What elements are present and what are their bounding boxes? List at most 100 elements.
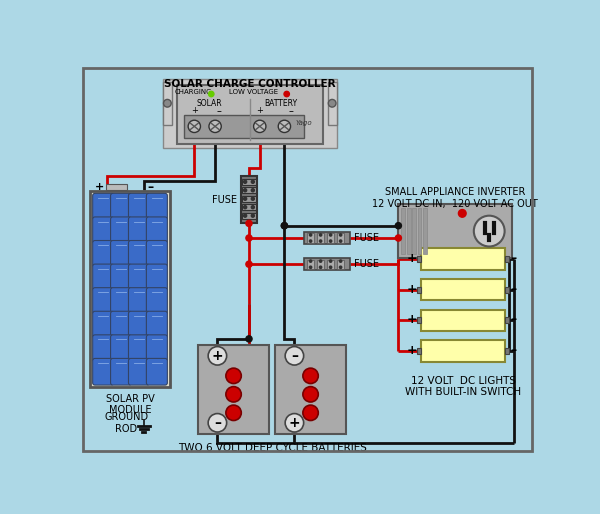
FancyBboxPatch shape [92,311,113,338]
Circle shape [303,368,318,383]
Bar [242,187,256,193]
FancyBboxPatch shape [110,335,131,361]
Text: FUSE: FUSE [354,259,379,269]
FancyBboxPatch shape [146,311,167,338]
Circle shape [246,261,252,267]
Bar [176,85,323,144]
Text: 12 VOLT  DC LIGHTS
WITH BUILT-IN SWITCH: 12 VOLT DC LIGHTS WITH BUILT-IN SWITCH [405,376,521,397]
Circle shape [458,210,466,217]
Bar [505,286,509,292]
FancyBboxPatch shape [110,241,131,267]
FancyBboxPatch shape [110,311,131,338]
Circle shape [226,368,241,383]
Circle shape [303,387,318,402]
Text: –: – [511,314,517,326]
Bar [417,286,421,292]
Text: +: + [212,349,223,363]
Circle shape [164,99,171,107]
Circle shape [246,221,252,227]
FancyBboxPatch shape [110,264,131,291]
FancyBboxPatch shape [128,217,149,244]
FancyBboxPatch shape [128,311,149,338]
Text: +: + [95,182,104,192]
Bar [505,348,509,354]
Circle shape [329,240,332,242]
Text: –: – [288,106,293,116]
FancyBboxPatch shape [110,288,131,315]
Bar [505,256,509,262]
Circle shape [310,240,312,242]
Text: –: – [217,106,221,116]
FancyBboxPatch shape [92,335,113,361]
Bar [337,233,344,243]
Circle shape [254,120,266,133]
Text: +: + [407,314,418,326]
Circle shape [244,197,247,200]
Bar [304,258,350,270]
Circle shape [244,206,247,209]
Text: +: + [256,106,263,115]
Text: –: – [148,181,154,194]
Text: +: + [407,252,418,265]
Bar [163,79,337,148]
Text: +: + [407,283,418,296]
Circle shape [226,387,241,402]
Circle shape [226,405,241,420]
Circle shape [319,260,322,262]
FancyBboxPatch shape [146,193,167,220]
Bar [421,309,505,331]
Bar [418,208,421,254]
Circle shape [319,240,322,242]
FancyBboxPatch shape [92,358,113,385]
Bar [184,115,304,138]
Bar [198,345,269,434]
Text: SMALL APPLIANCE INVERTER
12 VOLT DC IN,  120 VOLT AC OUT: SMALL APPLIANCE INVERTER 12 VOLT DC IN, … [373,187,538,209]
Bar [417,317,421,323]
Bar [163,82,172,125]
Text: FUSE: FUSE [212,194,236,205]
Text: TWO 6 VOLT DEEP CYCLE BATTERIES: TWO 6 VOLT DEEP CYCLE BATTERIES [178,443,367,453]
FancyBboxPatch shape [128,241,149,267]
Circle shape [251,197,254,200]
Circle shape [251,214,254,217]
Circle shape [244,189,247,192]
Text: GROUND
ROD: GROUND ROD [104,412,148,434]
Circle shape [188,120,200,133]
Text: Yago: Yago [295,120,312,126]
Bar [328,82,337,125]
Bar [242,213,256,219]
FancyBboxPatch shape [128,335,149,361]
Circle shape [209,91,214,97]
Text: SOLAR CHARGE CONTROLLER: SOLAR CHARGE CONTROLLER [164,79,335,88]
Circle shape [209,120,221,133]
Bar [317,260,325,269]
Bar [304,232,350,244]
Circle shape [244,180,247,183]
Bar [275,345,346,434]
Text: –: – [511,252,517,265]
Circle shape [208,414,227,432]
Circle shape [251,206,254,209]
Circle shape [340,234,342,236]
Bar [91,191,170,388]
FancyBboxPatch shape [110,193,131,220]
FancyBboxPatch shape [146,264,167,291]
FancyBboxPatch shape [146,241,167,267]
Text: SOLAR PV
MODULE: SOLAR PV MODULE [106,394,154,415]
Circle shape [329,234,332,236]
Circle shape [281,223,287,229]
Bar [412,208,416,254]
Text: +: + [407,344,418,357]
FancyBboxPatch shape [128,288,149,315]
Bar [242,179,256,185]
FancyBboxPatch shape [146,335,167,361]
Text: CHARGING: CHARGING [175,89,212,96]
Text: BATTERY: BATTERY [264,99,297,107]
FancyBboxPatch shape [110,217,131,244]
Bar [242,196,256,202]
Bar [407,208,410,254]
Circle shape [251,189,254,192]
Circle shape [310,234,312,236]
Bar [398,204,512,258]
Bar [327,260,334,269]
